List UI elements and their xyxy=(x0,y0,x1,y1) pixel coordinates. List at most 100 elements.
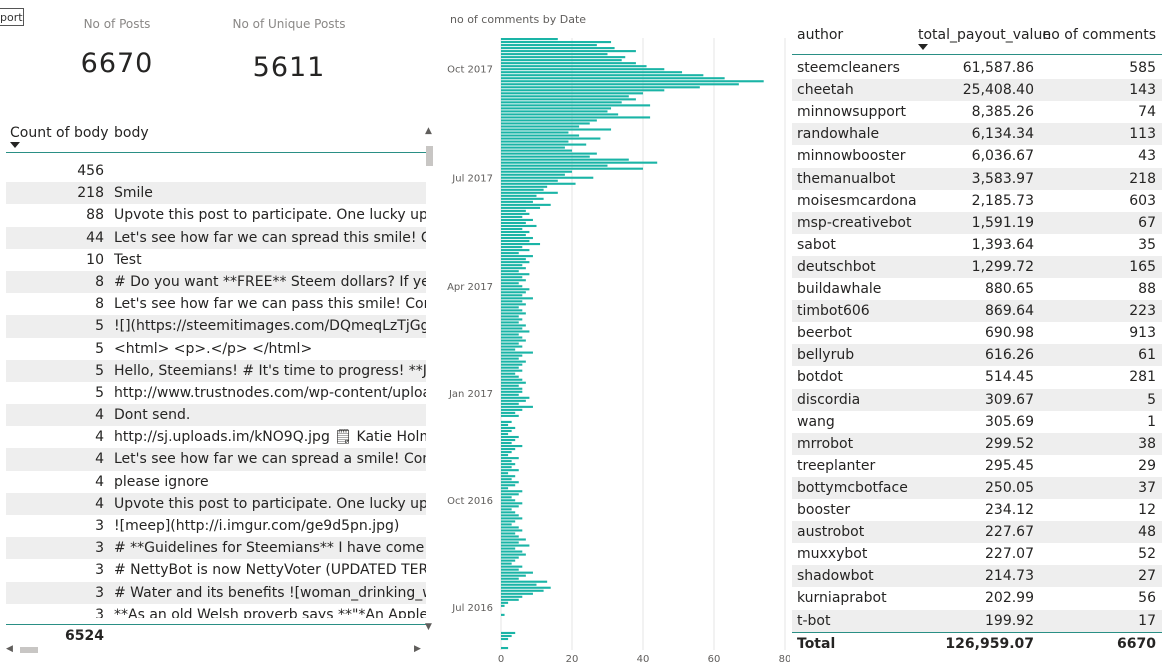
total-payout-header[interactable]: total_payout_value xyxy=(918,27,1051,43)
bar[interactable] xyxy=(501,541,519,544)
bar[interactable] xyxy=(501,71,683,74)
bar[interactable] xyxy=(501,149,572,152)
bar[interactable] xyxy=(501,351,533,354)
bar[interactable] xyxy=(501,267,526,270)
bar[interactable] xyxy=(501,463,516,466)
bar[interactable] xyxy=(501,490,523,493)
bar[interactable] xyxy=(501,613,505,616)
bar[interactable] xyxy=(501,288,530,291)
bar[interactable] xyxy=(501,444,523,448)
bar[interactable] xyxy=(501,336,523,339)
bar[interactable] xyxy=(501,92,643,95)
bar[interactable] xyxy=(501,318,523,321)
bar[interactable] xyxy=(501,529,523,532)
bar[interactable] xyxy=(501,110,608,113)
bar[interactable] xyxy=(501,408,523,411)
bar[interactable] xyxy=(501,155,590,158)
table-row[interactable]: 5 ![](https://steemitimages.com/DQmeqLzTj… xyxy=(6,315,426,338)
table-row[interactable]: t-bot 199.92 17 xyxy=(792,609,1162,632)
sort-desc-icon[interactable] xyxy=(10,142,20,148)
scroll-down-icon[interactable]: ▼ xyxy=(425,622,432,632)
bar[interactable] xyxy=(501,559,516,562)
bar[interactable] xyxy=(501,372,516,375)
table-row[interactable]: deutschbot 1,299.72 165 xyxy=(792,255,1162,278)
bar[interactable] xyxy=(501,505,519,508)
bar[interactable] xyxy=(501,390,523,393)
bar[interactable] xyxy=(501,86,700,89)
bar[interactable] xyxy=(501,261,530,264)
table-row[interactable]: cheetah 25,408.40 143 xyxy=(792,79,1162,102)
bar[interactable] xyxy=(501,131,569,134)
bar[interactable] xyxy=(501,224,537,228)
body-header[interactable]: body xyxy=(114,125,149,141)
bar[interactable] xyxy=(501,330,530,333)
bar[interactable] xyxy=(501,601,509,604)
bar[interactable] xyxy=(501,448,516,451)
bar[interactable] xyxy=(501,309,523,312)
bar[interactable] xyxy=(501,375,519,378)
bar[interactable] xyxy=(501,44,597,47)
bar[interactable] xyxy=(501,143,587,146)
bar[interactable] xyxy=(501,342,519,345)
table-row[interactable]: treeplanter 295.45 29 xyxy=(792,455,1162,477)
bar[interactable] xyxy=(501,164,608,167)
bar[interactable] xyxy=(501,104,651,107)
table-row[interactable]: timbot606 869.64 223 xyxy=(792,300,1162,323)
bar[interactable] xyxy=(501,384,519,387)
bar[interactable] xyxy=(501,568,519,571)
bar[interactable] xyxy=(501,517,523,520)
bar[interactable] xyxy=(501,140,569,143)
bar[interactable] xyxy=(501,230,530,234)
table-row[interactable]: 4 Let's see how far we can spread a smile… xyxy=(6,448,426,471)
table-row[interactable]: 3 # **Guidelines for Steemians** I have c… xyxy=(6,537,426,560)
table-row[interactable]: discordia 309.67 5 xyxy=(792,388,1162,411)
bar[interactable] xyxy=(501,125,580,128)
bar[interactable] xyxy=(501,339,526,342)
bar[interactable] xyxy=(501,598,519,601)
bar[interactable] xyxy=(501,258,526,261)
bar[interactable] xyxy=(501,300,523,303)
bar[interactable] xyxy=(501,423,509,427)
table-row[interactable]: moisesmcardona 2,185.73 603 xyxy=(792,190,1162,212)
bar[interactable] xyxy=(501,218,533,221)
bar[interactable] xyxy=(501,460,512,463)
bar[interactable] xyxy=(501,396,530,399)
bar[interactable] xyxy=(501,227,523,231)
bar[interactable] xyxy=(501,137,601,140)
bar[interactable] xyxy=(501,188,544,191)
bar[interactable] xyxy=(501,312,526,315)
table-row[interactable]: bellyrub 616.26 61 xyxy=(792,344,1162,367)
bar[interactable] xyxy=(501,107,612,110)
bar[interactable] xyxy=(501,405,533,408)
table-row[interactable]: shadowbot 214.73 27 xyxy=(792,565,1162,588)
bar[interactable] xyxy=(501,535,519,538)
bar[interactable] xyxy=(501,38,558,41)
bar[interactable] xyxy=(501,414,519,417)
table-row[interactable]: sabot 1,393.64 35 xyxy=(792,234,1162,256)
bar[interactable] xyxy=(501,239,530,243)
bar[interactable] xyxy=(501,499,516,502)
bar[interactable] xyxy=(501,303,526,306)
table-row[interactable]: 44 Let's see how far we can spread this s… xyxy=(6,226,426,249)
bar[interactable] xyxy=(501,333,519,336)
table-row[interactable]: minnowsupport 8,385.26 74 xyxy=(792,101,1162,123)
table-row[interactable]: kurniaprabot 202.99 56 xyxy=(792,587,1162,609)
bar[interactable] xyxy=(501,158,629,161)
scroll-left-icon[interactable]: ◀ xyxy=(6,644,13,654)
bar[interactable] xyxy=(501,420,512,423)
bar[interactable] xyxy=(501,179,558,182)
bar[interactable] xyxy=(501,203,551,206)
bar[interactable] xyxy=(501,550,523,553)
bar[interactable] xyxy=(501,116,651,119)
table-row[interactable]: 4 please ignore xyxy=(6,471,426,493)
bar[interactable] xyxy=(501,357,519,360)
table-row[interactable]: muxxybot 227.07 52 xyxy=(792,543,1162,565)
bar[interactable] xyxy=(501,565,523,568)
table-row[interactable]: 3 # NettyBot is now NettyVoter (UPDATED T… xyxy=(6,559,426,581)
bar[interactable] xyxy=(501,176,594,179)
body-table-horizontal-scrollbar[interactable]: ◀ ▶ xyxy=(6,644,426,656)
bar[interactable] xyxy=(501,526,519,529)
bar[interactable] xyxy=(501,101,622,104)
bar[interactable] xyxy=(501,369,523,372)
table-row[interactable]: bottymcbotface 250.05 37 xyxy=(792,476,1162,499)
